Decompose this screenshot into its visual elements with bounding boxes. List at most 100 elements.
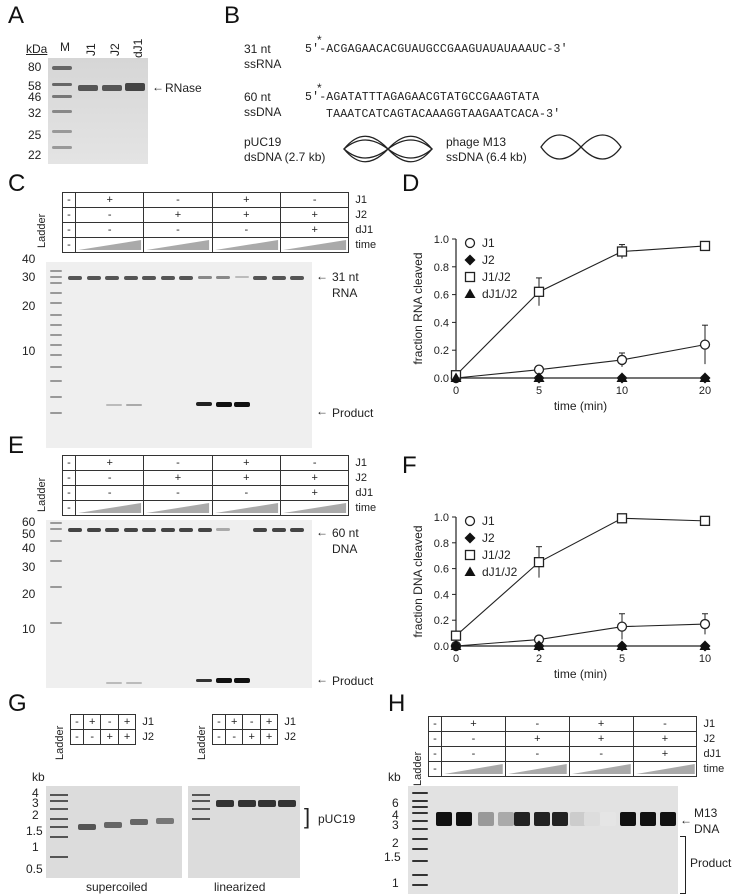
m13-band bbox=[570, 812, 586, 826]
condition-row: - time bbox=[62, 500, 380, 516]
e-substrate-len: 60 nt bbox=[332, 526, 359, 540]
data-point bbox=[464, 237, 476, 249]
product-band bbox=[126, 404, 142, 406]
ladder-band bbox=[412, 838, 428, 840]
condition-cell: - bbox=[70, 714, 84, 730]
x-tick-label: 10 bbox=[616, 385, 628, 397]
y-tick-label: 0.6 bbox=[434, 290, 449, 302]
arrow-icon: ← bbox=[316, 525, 328, 539]
x-axis-label: time (min) bbox=[554, 399, 607, 413]
ladder-band bbox=[412, 820, 428, 822]
lane-label-j1: J1 bbox=[84, 43, 98, 56]
condition-cell: - bbox=[504, 716, 570, 732]
e-marker-30: 30 bbox=[22, 560, 36, 574]
condition-cell: + bbox=[117, 714, 137, 730]
legend-label: J2 bbox=[482, 531, 495, 545]
data-point bbox=[616, 354, 628, 366]
condition-cell: + bbox=[280, 470, 350, 486]
substrate-band bbox=[142, 276, 156, 280]
condition-cell: + bbox=[74, 455, 145, 471]
m13-band bbox=[640, 812, 656, 826]
condition-row: - - - - + dJ1 bbox=[428, 746, 726, 762]
data-point bbox=[616, 246, 628, 257]
rna-gel bbox=[46, 262, 312, 448]
y-axis-label: fraction RNA cleaved bbox=[411, 252, 425, 364]
y-tick-label: 0.4 bbox=[434, 317, 449, 329]
condition-cell: - bbox=[143, 222, 213, 238]
substrate-band bbox=[179, 276, 193, 280]
m13-gel-label: M13 bbox=[694, 806, 718, 820]
condition-cell: + bbox=[242, 729, 261, 745]
condition-cell: - bbox=[62, 222, 76, 238]
y-axis-label: fraction DNA cleaved bbox=[411, 525, 425, 637]
c-substrate-type: RNA bbox=[332, 286, 358, 300]
data-point bbox=[699, 640, 711, 650]
y-tick-label: 0.0 bbox=[434, 641, 449, 653]
condition-row-label: J2 bbox=[703, 733, 716, 745]
substrate-band bbox=[197, 276, 212, 279]
chart-f: 0.0 0.2 0.4 0.6 0.8 1.0 0 2 5 10 time (min) fractio… bbox=[411, 512, 711, 681]
m13-band bbox=[498, 812, 514, 826]
condition-cell: - bbox=[143, 192, 213, 208]
product-band bbox=[196, 679, 212, 682]
condition-cell: + bbox=[100, 729, 119, 745]
panel-label-d: D bbox=[402, 170, 420, 197]
product-band bbox=[196, 402, 212, 406]
condition-cell: + bbox=[568, 731, 634, 747]
condition-cell: + bbox=[211, 207, 282, 223]
x-tick-label: 5 bbox=[619, 653, 625, 665]
ssdna-sequence-line1: 5′-AGATATTTAGAGAACGTATGCCGAAGTATA bbox=[305, 91, 540, 104]
dsdna-plasmid-icon bbox=[343, 135, 433, 163]
condition-cell: - bbox=[74, 485, 145, 501]
condition-cell: + bbox=[117, 729, 137, 745]
ladder-label-g1: Ladder bbox=[54, 725, 66, 760]
product-bracket-icon bbox=[680, 836, 686, 894]
marker-22: 22 bbox=[28, 148, 42, 162]
data-point bbox=[616, 513, 628, 524]
substrate-band bbox=[179, 528, 193, 532]
m13-band bbox=[478, 812, 494, 826]
sds-page-gel bbox=[48, 58, 148, 164]
m13-label: phage M13 bbox=[446, 135, 507, 149]
g-marker-3: 3 bbox=[32, 796, 39, 810]
ssrna-type: ssRNA bbox=[244, 57, 282, 71]
condition-cell: + bbox=[632, 731, 698, 747]
condition-cell: - bbox=[428, 716, 442, 732]
condition-cell: - bbox=[428, 746, 442, 762]
g-marker-1-5: 1.5 bbox=[26, 824, 43, 838]
legend-label: J1/J2 bbox=[482, 548, 511, 562]
panel-label-g: G bbox=[8, 690, 27, 717]
m13-gel bbox=[408, 786, 678, 894]
condition-cell: - bbox=[62, 500, 76, 516]
data-point bbox=[450, 640, 462, 650]
c-marker-30: 30 bbox=[22, 270, 36, 284]
ladder-band bbox=[50, 522, 62, 524]
data-point bbox=[464, 532, 476, 544]
product-band bbox=[234, 678, 250, 683]
h-kb-label: kb bbox=[388, 770, 401, 784]
condition-row-label: dJ1 bbox=[355, 487, 374, 499]
condition-table-g-linearized: - + - + J1- - + + J2 bbox=[212, 714, 322, 745]
ladder-band bbox=[412, 812, 428, 814]
y-tick-label: 1.0 bbox=[434, 234, 449, 246]
condition-row: - - - - + dJ1 bbox=[62, 485, 380, 501]
condition-table-h: - + - + - J1- - + + + J2- - - - + dJ1- time bbox=[428, 716, 726, 777]
data-point bbox=[464, 254, 476, 266]
ladder-band bbox=[50, 270, 62, 272]
x-tick-label: 2 bbox=[536, 653, 542, 665]
condition-cell: - bbox=[504, 746, 570, 762]
substrate-band bbox=[216, 528, 230, 531]
ladder-band bbox=[50, 324, 62, 326]
e-product-label: Product bbox=[332, 674, 374, 688]
m13-band bbox=[552, 812, 568, 826]
data-point bbox=[616, 372, 628, 382]
condition-cell: - bbox=[211, 222, 282, 238]
c-marker-10: 10 bbox=[22, 344, 36, 358]
condition-row: - - + + + J2 bbox=[428, 731, 726, 747]
ladder-band bbox=[412, 884, 428, 886]
g-marker-1: 1 bbox=[32, 840, 39, 854]
substrate-band bbox=[290, 528, 304, 532]
data-point bbox=[464, 566, 476, 576]
substrate-band bbox=[86, 276, 101, 280]
product-band bbox=[216, 402, 232, 407]
